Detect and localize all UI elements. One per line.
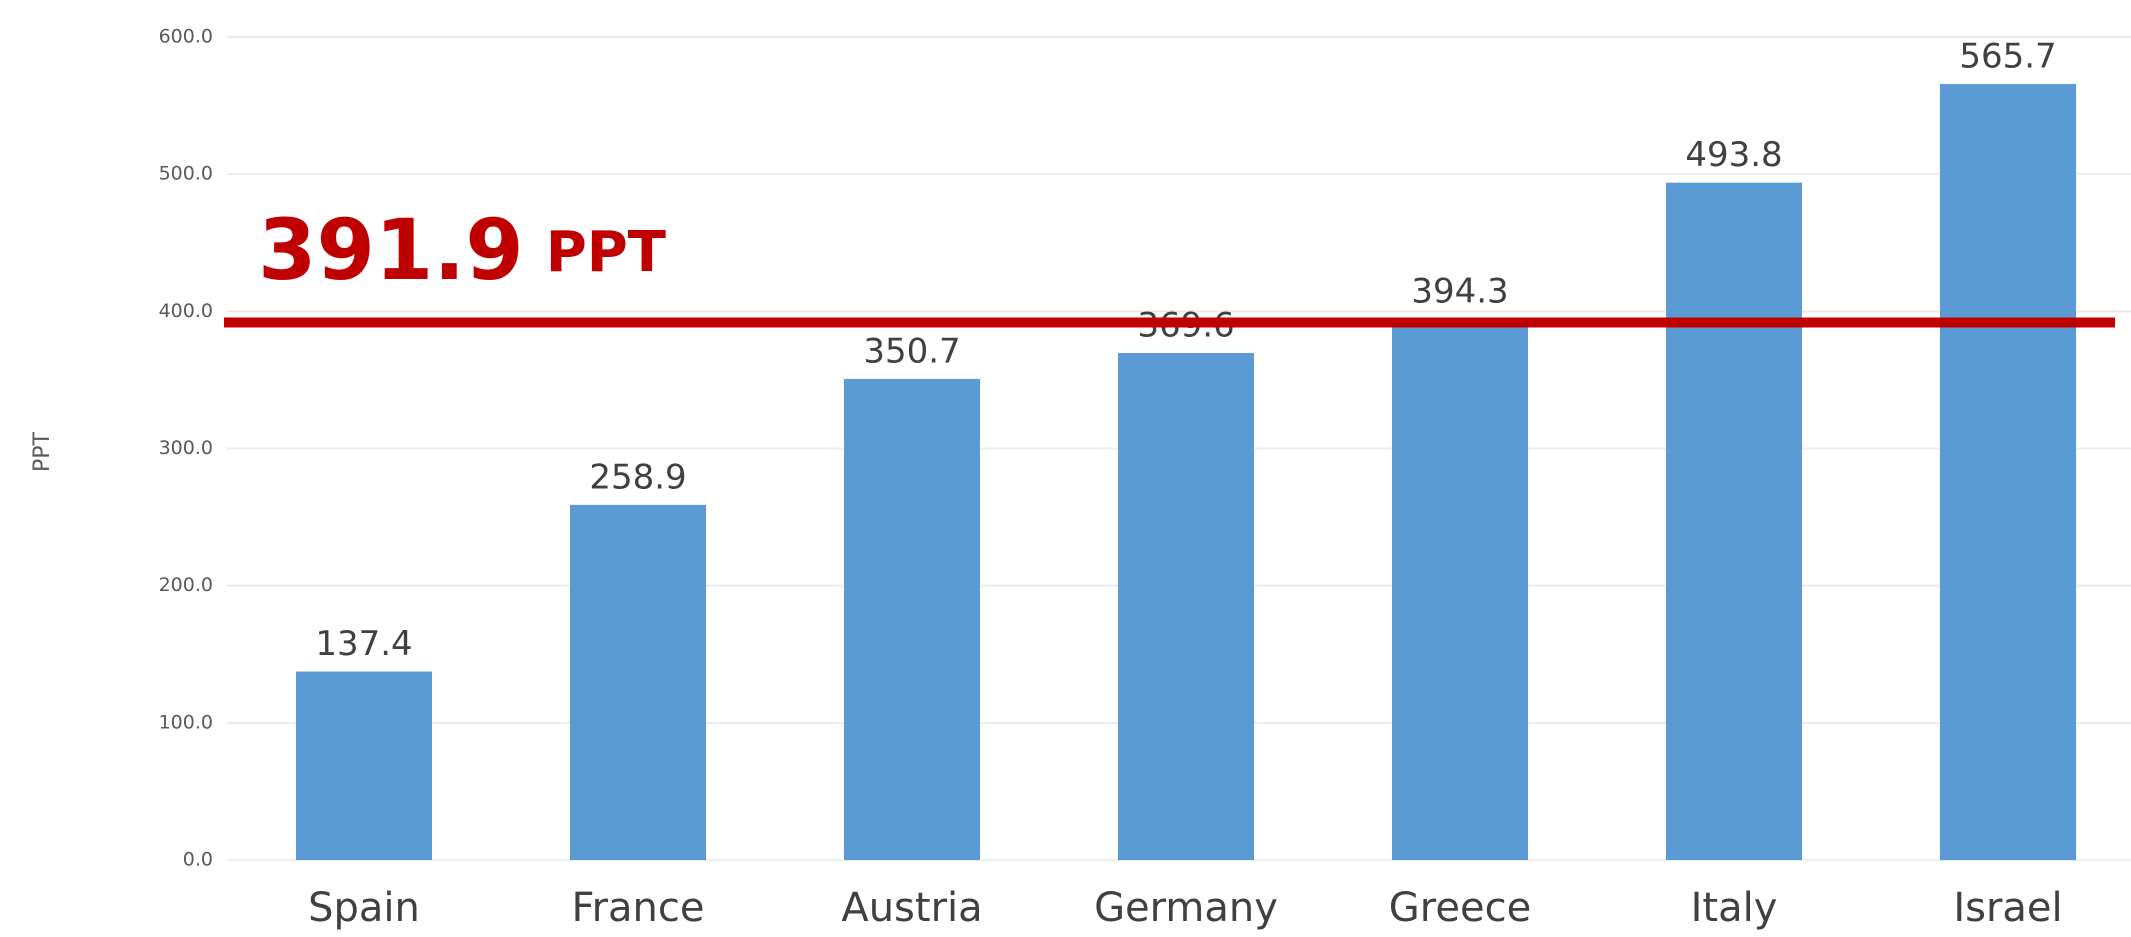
bar — [1666, 182, 1802, 860]
bar — [1392, 319, 1528, 860]
reference-annotation: 391.9 PPT — [258, 201, 666, 299]
data-label: 258.9 — [589, 457, 686, 497]
y-axis-title: PPT — [30, 431, 55, 472]
x-tick-label: Israel — [1953, 885, 2062, 931]
x-tick-label: France — [571, 885, 704, 931]
data-label: 137.4 — [315, 624, 412, 664]
y-tick-label: 300.0 — [159, 437, 213, 459]
reference-value: 391.9 — [258, 201, 524, 299]
bar — [570, 504, 706, 860]
y-tick-label: 100.0 — [159, 711, 213, 733]
reference-unit: PPT — [546, 220, 666, 285]
data-label: 565.7 — [1959, 37, 2056, 77]
y-tick-label: 500.0 — [159, 163, 213, 185]
bar — [1940, 84, 2076, 861]
x-tick-label: Italy — [1691, 885, 1778, 931]
x-tick-label: Greece — [1389, 885, 1531, 931]
y-tick-label: 600.0 — [159, 26, 213, 48]
y-tick-label: 200.0 — [159, 574, 213, 596]
x-tick-label: Germany — [1094, 885, 1278, 931]
x-tick-label: Austria — [841, 885, 982, 931]
bar — [1118, 353, 1254, 860]
x-tick-label: Spain — [308, 885, 420, 931]
y-tick-label: 0.0 — [183, 849, 213, 871]
bar — [296, 671, 432, 860]
data-label: 350.7 — [863, 331, 960, 371]
data-label: 493.8 — [1685, 135, 1782, 175]
y-tick-label: 400.0 — [159, 300, 213, 322]
data-label: 394.3 — [1411, 272, 1508, 312]
bar — [844, 378, 980, 860]
